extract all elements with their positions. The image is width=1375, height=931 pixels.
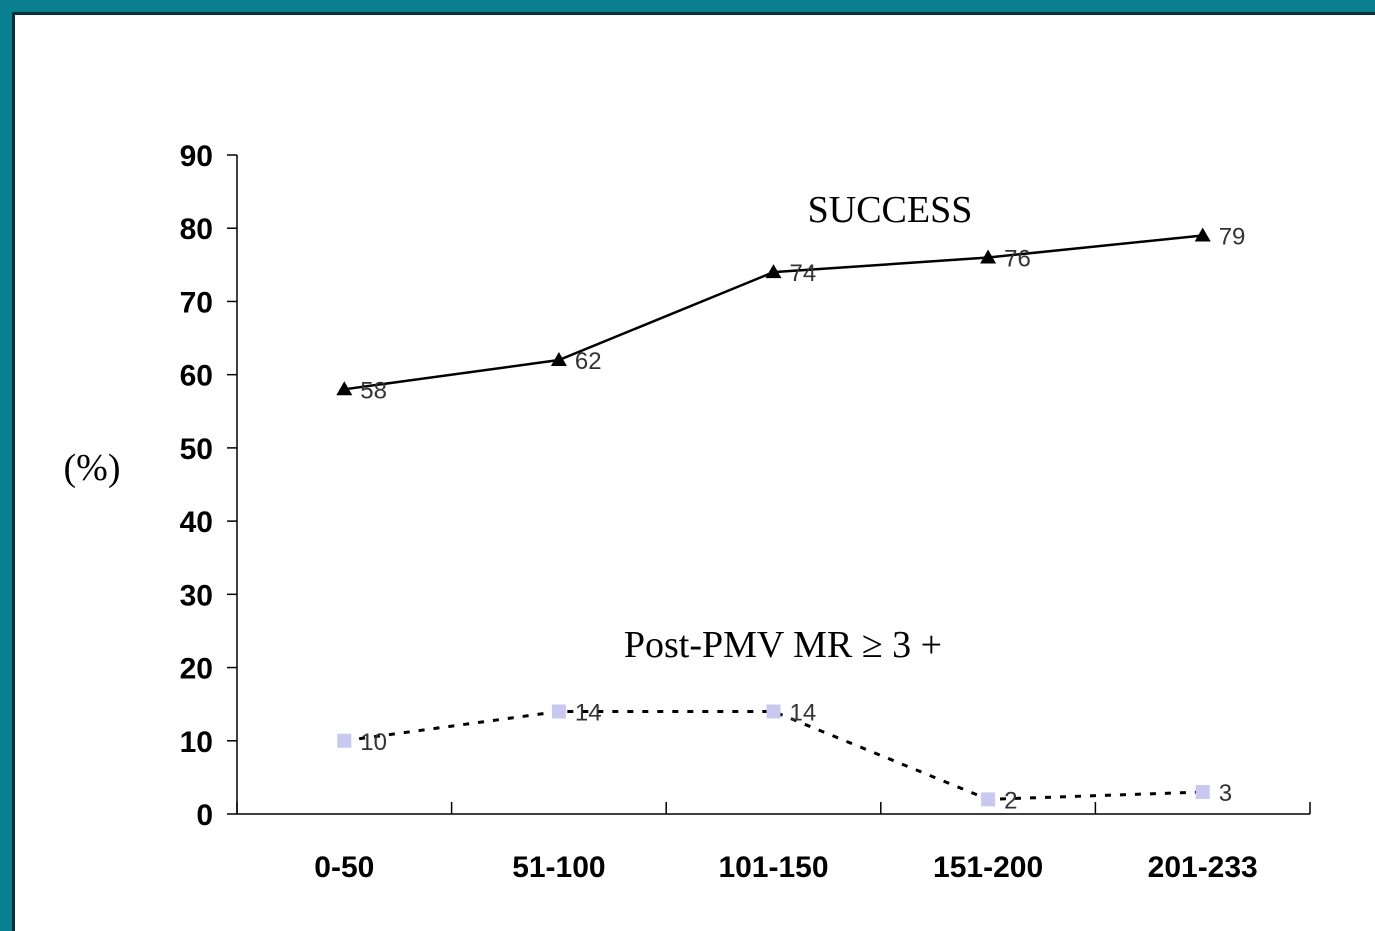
x-tick-label: 201-233: [1148, 851, 1258, 884]
data-label: 74: [790, 260, 817, 287]
x-tick-label: 101-150: [718, 851, 828, 884]
y-tick-label: 30: [180, 579, 213, 612]
data-point: [1195, 785, 1210, 800]
chart-panel: [12, 12, 1375, 931]
series-label-post-pmv-mr: Post-PMV MR ≥ 3 +: [624, 624, 942, 666]
data-label: 79: [1219, 224, 1246, 251]
data-point: [337, 733, 352, 748]
data-point: [336, 381, 353, 396]
data-label: 14: [790, 699, 817, 726]
x-tick-label: 0-50: [314, 851, 374, 884]
y-tick-label: 80: [180, 213, 213, 246]
series-line: [344, 709, 1203, 801]
y-tick-label: 20: [180, 653, 213, 686]
y-tick-label: 60: [180, 360, 213, 393]
x-tick-label: 51-100: [512, 851, 605, 884]
y-tick-label: 10: [180, 726, 213, 759]
data-label: 62: [575, 348, 602, 375]
series-label-success: SUCCESS: [808, 189, 973, 231]
x-tick-label: 151-200: [933, 851, 1043, 884]
y-tick-label: 0: [196, 799, 213, 832]
y-tick-label: 70: [180, 286, 213, 319]
data-point: [766, 704, 781, 719]
series-0: 58 62 74 76 79: [336, 224, 1246, 404]
data-label: 10: [360, 729, 387, 756]
y-axis-label: (%): [64, 447, 121, 489]
y-tick-label: 90: [180, 140, 213, 173]
data-point: [765, 264, 782, 279]
y-ticks: 0 10 20 30 40 50 60 70 80 90: [180, 140, 237, 832]
data-label: 76: [1004, 246, 1031, 273]
data-label: 3: [1219, 780, 1232, 807]
data-point: [550, 352, 567, 367]
series-1: 10 14 14 2 3: [337, 699, 1232, 814]
data-point: [1194, 227, 1211, 242]
y-tick-label: 50: [180, 433, 213, 466]
data-label: 14: [575, 699, 602, 726]
series-line: [344, 234, 1203, 391]
series: 58 62 74 76 79 10 14 14 2 3: [336, 224, 1246, 814]
axes: [236, 155, 1310, 815]
data-label: 58: [360, 377, 387, 404]
y-tick-label: 40: [180, 506, 213, 539]
data-point: [551, 704, 566, 719]
x-ticks: 0-50 51-100 101-150 151-200 201-233: [236, 802, 1311, 884]
data-point: [981, 792, 996, 807]
data-point: [980, 249, 997, 264]
data-label: 2: [1004, 787, 1017, 814]
